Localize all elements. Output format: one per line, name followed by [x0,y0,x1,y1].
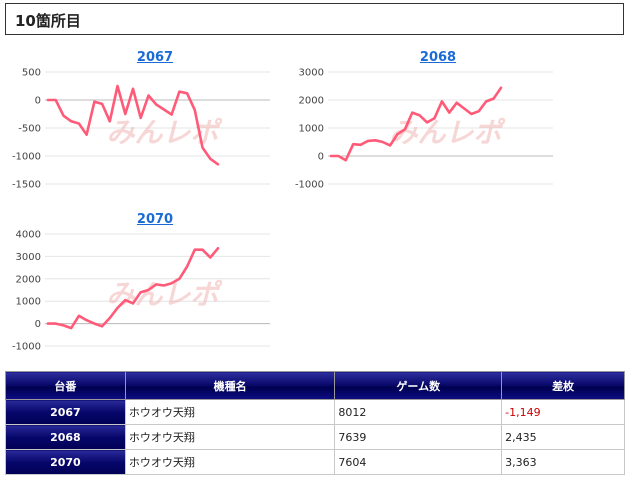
chart-title-link-2068[interactable]: 2068 [419,50,457,65]
chart-plot-2068: 3000 2000 1000 0 -1000 みんレポ [295,68,553,191]
header-game-count: ゲーム数 [334,371,503,400]
y-tick-label: -1000 [12,342,41,353]
table-row: 2070 ホウオウ天翔 7604 3,363 [5,449,625,475]
game-count: 7604 [334,449,503,475]
y-tick-label: 3000 [16,252,41,263]
y-tick-label: 1000 [16,297,41,308]
difference: 2,435 [501,424,625,450]
table-row: 2068 ホウオウ天翔 7639 2,435 [5,424,625,450]
header-difference: 差枚 [501,371,625,400]
machine-number: 2070 [5,449,126,475]
header-machine-number: 台番 [5,371,126,400]
y-tick-label: 0 [318,152,324,163]
watermark-logo: みんレポ [106,116,222,149]
game-count: 8012 [334,399,503,425]
y-tick-label: -1000 [295,180,324,191]
chart-title-link-2067[interactable]: 2067 [136,50,174,65]
y-tick-label: 1000 [299,124,324,135]
y-tick-label: -500 [18,124,41,135]
section-title: 10箇所目 [15,12,81,30]
chart-title-link-2070[interactable]: 2070 [136,212,174,227]
machine-number: 2067 [5,399,126,425]
machine-number: 2068 [5,424,126,450]
model-name: ホウオウ天翔 [124,399,336,425]
series-line [46,246,220,330]
y-tick-label: 500 [22,68,41,79]
difference: -1,149 [501,399,625,425]
y-tick-label: 2000 [299,96,324,107]
y-tick-label: 4000 [16,230,41,241]
series-line [329,86,503,162]
y-tick-label: 0 [35,96,41,107]
section-header: 10箇所目 [5,3,624,35]
watermark-logo: みんレポ [106,278,222,311]
y-tick-label: 2000 [16,274,41,285]
difference: 3,363 [501,449,625,475]
chart-2067: 2067 500 0 -500 -1000 -1500 みんレポ [0,48,300,193]
chart-plot-2067: 500 0 -500 -1000 -1500 みんレポ [12,68,270,191]
table-header-row: 台番 機種名 ゲーム数 差枚 [5,371,625,400]
table-row: 2067 ホウオウ天翔 8012 -1,149 [5,399,625,425]
chart-plot-2070: 4000 3000 2000 1000 0 -1000 みんレポ [12,230,270,353]
model-name: ホウオウ天翔 [124,424,336,450]
model-name: ホウオウ天翔 [124,449,336,475]
y-tick-label: -1000 [12,152,41,163]
series-line [46,84,220,166]
chart-2070: 2070 4000 3000 2000 1000 0 -1000 みんレポ [0,210,300,355]
header-model-name: 機種名 [124,371,336,400]
game-count: 7639 [334,424,503,450]
watermark-logo: みんレポ [389,116,505,149]
machine-table: 台番 機種名 ゲーム数 差枚 2067 ホウオウ天翔 8012 -1,149 2… [5,371,625,475]
y-tick-label: 3000 [299,68,324,79]
y-tick-label: -1500 [12,180,41,191]
y-tick-label: 0 [35,319,41,330]
chart-2068: 2068 3000 2000 1000 0 -1000 みんレポ [283,48,583,193]
